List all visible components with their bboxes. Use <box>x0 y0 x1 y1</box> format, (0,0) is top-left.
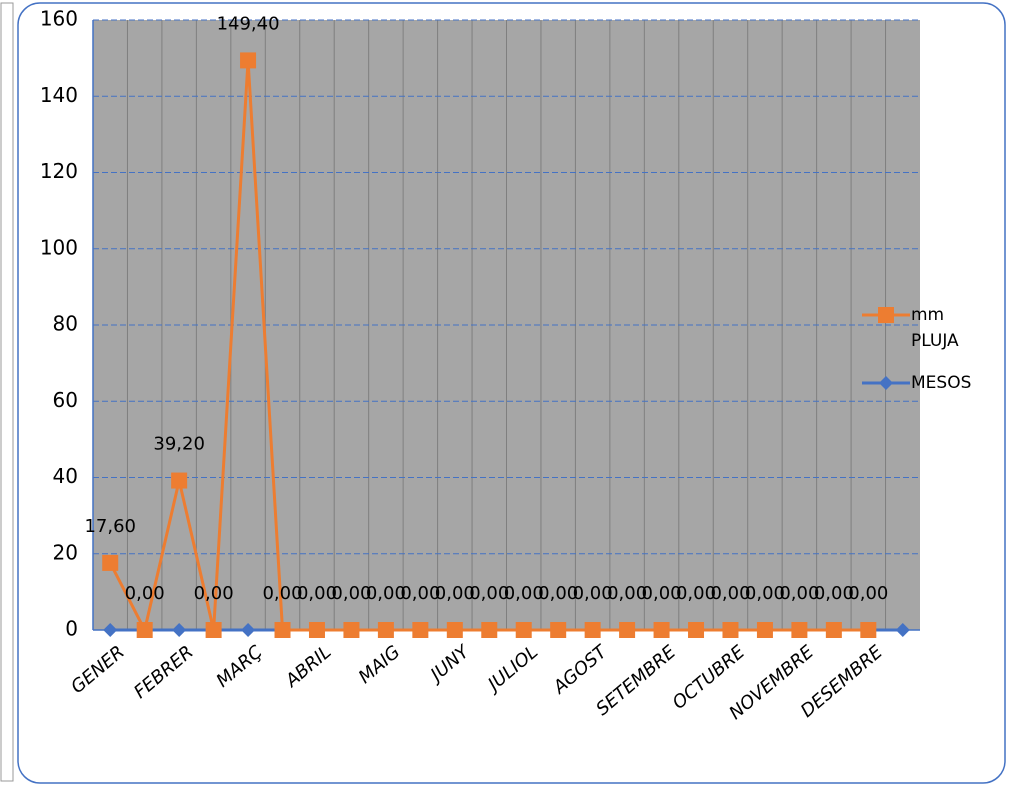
data-label: 0,00 <box>848 583 888 604</box>
data-label: 0,00 <box>262 583 302 604</box>
marker <box>895 623 910 637</box>
marker <box>240 52 257 69</box>
marker <box>103 623 118 637</box>
marker <box>756 622 773 638</box>
marker <box>171 472 188 489</box>
marker <box>584 622 601 638</box>
marker <box>515 622 532 638</box>
marker <box>722 622 739 638</box>
marker <box>308 622 325 638</box>
marker <box>136 622 153 638</box>
y-tick-label: 40 <box>53 464 78 488</box>
data-label: 0,00 <box>676 583 716 604</box>
legend-entry: MESOS <box>911 373 972 393</box>
marker <box>241 623 256 637</box>
marker <box>860 622 877 638</box>
legend-label: MESOS <box>911 373 972 393</box>
y-tick-label: 120 <box>40 159 78 183</box>
marker <box>825 622 842 638</box>
data-label: 149,40 <box>217 13 280 34</box>
marker <box>343 622 360 638</box>
data-label: 0,00 <box>607 583 647 604</box>
marker <box>481 622 498 638</box>
marker <box>172 623 187 637</box>
data-label: 0,00 <box>779 583 819 604</box>
marker <box>274 622 291 638</box>
data-label: 0,00 <box>642 583 682 604</box>
data-label: 0,00 <box>435 583 475 604</box>
data-label: 0,00 <box>297 583 337 604</box>
marker <box>791 622 808 638</box>
data-label: 0,00 <box>710 583 750 604</box>
data-label: 0,00 <box>814 583 854 604</box>
y-tick-label: 0 <box>65 617 78 641</box>
marker <box>412 622 429 638</box>
legend-entry: mm PLUJA <box>911 305 959 351</box>
y-tick-label: 80 <box>53 312 78 336</box>
legend-label: mm PLUJA <box>911 305 959 351</box>
data-label: 0,00 <box>469 583 509 604</box>
marker <box>446 622 463 638</box>
data-label: 0,00 <box>573 583 613 604</box>
y-tick-label: 140 <box>40 83 78 107</box>
legend-marker <box>879 376 893 390</box>
data-label: 0,00 <box>194 583 234 604</box>
data-label: 39,20 <box>153 434 205 455</box>
y-tick-label: 20 <box>53 540 78 564</box>
data-label: 0,00 <box>125 583 165 604</box>
marker <box>550 622 567 638</box>
data-label: 0,00 <box>538 583 578 604</box>
data-label: 0,00 <box>400 583 440 604</box>
y-tick-label: 100 <box>40 235 78 259</box>
marker <box>205 622 222 638</box>
data-label: 0,00 <box>331 583 371 604</box>
y-tick-label: 60 <box>53 388 78 412</box>
marker <box>377 622 394 638</box>
y-tick-label: 160 <box>40 7 78 31</box>
data-label: 17,60 <box>84 516 136 537</box>
data-label: 0,00 <box>504 583 544 604</box>
legend-marker <box>878 307 894 323</box>
marker <box>619 622 636 638</box>
marker <box>688 622 705 638</box>
marker <box>102 554 119 571</box>
data-label: 0,00 <box>745 583 785 604</box>
data-label: 0,00 <box>366 583 406 604</box>
side-frame <box>0 2 14 782</box>
marker <box>653 622 670 638</box>
